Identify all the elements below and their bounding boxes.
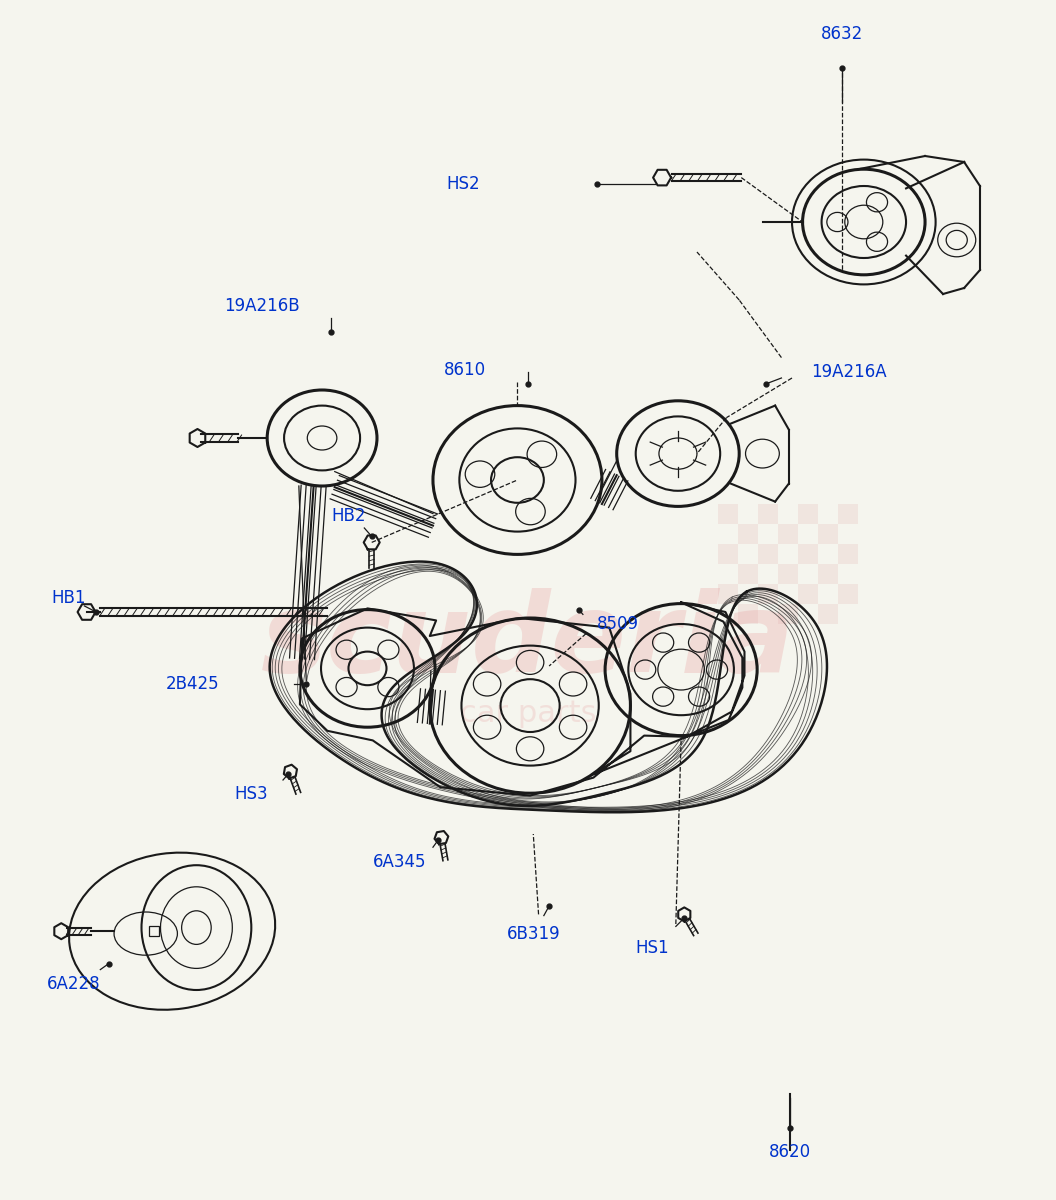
- Text: HB1: HB1: [52, 588, 86, 607]
- Bar: [818, 604, 838, 624]
- Text: 8620: 8620: [769, 1142, 811, 1162]
- Bar: [738, 604, 758, 624]
- Bar: [758, 584, 778, 604]
- Text: 6A228: 6A228: [48, 974, 100, 992]
- Text: car parts: car parts: [459, 700, 597, 728]
- Text: 19A216A: 19A216A: [811, 362, 887, 382]
- Text: 2B425: 2B425: [166, 674, 220, 692]
- Bar: [838, 504, 859, 524]
- Bar: [718, 544, 738, 564]
- Bar: [778, 524, 798, 544]
- Bar: [818, 524, 838, 544]
- Bar: [738, 564, 758, 584]
- Text: 6B319: 6B319: [507, 924, 560, 943]
- Bar: [798, 584, 818, 604]
- Bar: [718, 584, 738, 604]
- Text: HS3: HS3: [234, 786, 268, 804]
- Text: HS2: HS2: [447, 174, 480, 192]
- Bar: [718, 504, 738, 524]
- Text: HS1: HS1: [636, 938, 670, 958]
- Bar: [798, 544, 818, 564]
- Text: 8632: 8632: [821, 24, 863, 42]
- Bar: [798, 504, 818, 524]
- Text: scuderia: scuderia: [261, 588, 795, 696]
- Bar: [818, 564, 838, 584]
- Bar: [758, 544, 778, 564]
- Bar: [738, 524, 758, 544]
- Bar: [149, 926, 159, 936]
- Text: 8509: 8509: [597, 614, 639, 634]
- Bar: [838, 584, 859, 604]
- Text: 6A345: 6A345: [373, 852, 426, 870]
- Text: HB2: HB2: [332, 506, 365, 526]
- Bar: [778, 604, 798, 624]
- Bar: [758, 504, 778, 524]
- Bar: [778, 564, 798, 584]
- Text: 8610: 8610: [444, 360, 486, 379]
- Bar: [838, 544, 859, 564]
- Text: 19A216B: 19A216B: [224, 296, 300, 314]
